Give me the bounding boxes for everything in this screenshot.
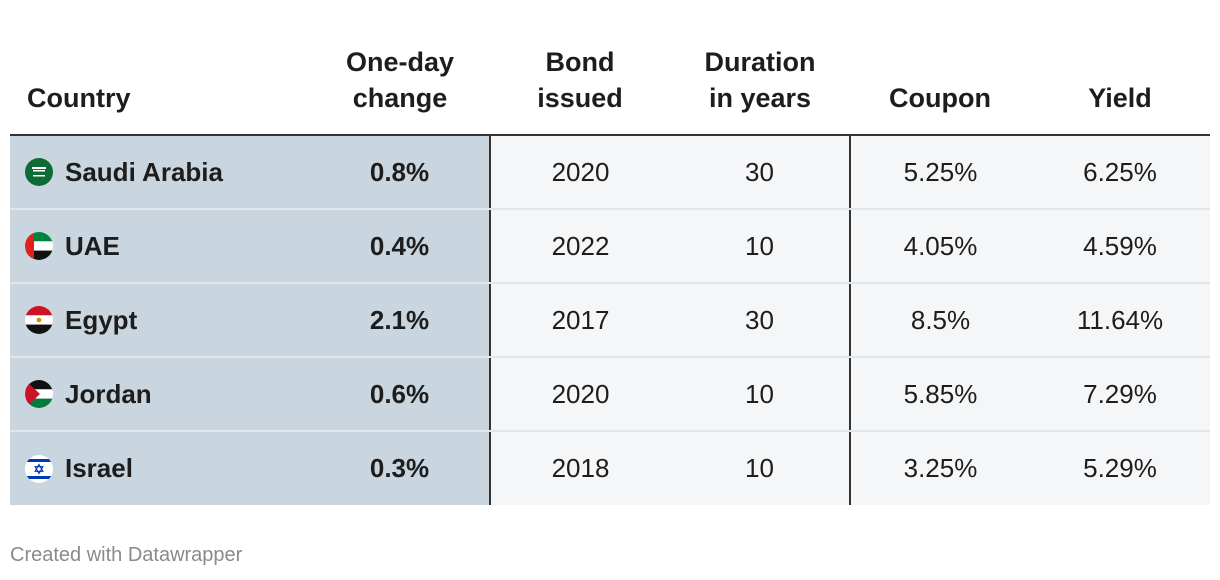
header-change-line1: One-day	[345, 47, 455, 77]
jordan-flag-icon	[25, 380, 53, 408]
cell-yield: 4.59%	[1030, 209, 1210, 284]
cell-change: 2.1%	[310, 283, 491, 358]
header-change[interactable]: One-day change	[310, 0, 490, 136]
header-yield-line2: Yield	[1088, 83, 1152, 113]
uae-flag-icon	[25, 232, 53, 260]
cell-bond: 2020	[490, 357, 670, 432]
cell-bond: 2022	[490, 209, 670, 284]
cell-coupon: 4.05%	[850, 209, 1030, 284]
cell-country: UAE	[10, 209, 310, 284]
table-row: UAE 0.4% 2022 10 4.05% 4.59%	[10, 209, 1210, 284]
table-row: Saudi Arabia 0.8% 2020 30 5.25% 6.25%	[10, 135, 1210, 210]
header-country[interactable]: Country	[10, 0, 310, 136]
header-duration-line2: in years	[708, 83, 812, 113]
header-yield[interactable]: Yield	[1030, 0, 1210, 136]
egypt-flag-icon	[25, 306, 53, 334]
bond-table: Country One-day change Bond issued Durat…	[10, 0, 1210, 505]
cell-coupon: 5.85%	[850, 357, 1030, 432]
cell-yield: 7.29%	[1030, 357, 1210, 432]
header-duration-line1: Duration	[704, 47, 816, 77]
country-name: UAE	[65, 230, 120, 261]
header-coupon[interactable]: Coupon	[850, 0, 1030, 136]
cell-yield: 11.64%	[1030, 283, 1210, 358]
cell-bond: 2020	[490, 135, 670, 210]
header-bond-line2: issued	[537, 83, 623, 113]
cell-duration: 10	[670, 357, 851, 432]
cell-country: Israel	[10, 431, 310, 505]
header-change-line2: change	[352, 83, 448, 113]
country-name: Israel	[65, 453, 133, 483]
table-container: Country One-day change Bond issued Durat…	[10, 0, 1210, 505]
header-country-line2: Country	[27, 83, 131, 113]
cell-duration: 30	[670, 283, 851, 358]
cell-coupon: 8.5%	[850, 283, 1030, 358]
cell-duration: 10	[670, 431, 851, 505]
header-bond-line1: Bond	[545, 47, 615, 77]
table-row: Israel 0.3% 2018 10 3.25% 5.29%	[10, 431, 1210, 505]
saudi-arabia-flag-icon	[25, 158, 53, 186]
country-name: Saudi Arabia	[65, 156, 223, 187]
cell-bond: 2017	[490, 283, 670, 358]
cell-coupon: 3.25%	[850, 431, 1030, 505]
datawrapper-credit[interactable]: Created with Datawrapper	[10, 544, 243, 566]
header-duration[interactable]: Duration in years	[670, 0, 850, 136]
cell-country: Saudi Arabia	[10, 135, 310, 210]
header-coupon-line2: Coupon	[889, 83, 991, 113]
cell-change: 0.6%	[310, 357, 491, 432]
israel-flag-icon	[25, 454, 53, 483]
cell-bond: 2018	[490, 431, 670, 505]
cell-duration: 10	[670, 209, 851, 284]
cell-change: 0.3%	[310, 431, 491, 505]
cell-yield: 5.29%	[1030, 431, 1210, 505]
country-name: Jordan	[65, 378, 152, 409]
cell-coupon: 5.25%	[850, 135, 1030, 210]
cell-country: Jordan	[10, 357, 310, 432]
cell-country: Egypt	[10, 283, 310, 358]
cell-duration: 30	[670, 135, 851, 210]
header-row: Country One-day change Bond issued Durat…	[10, 0, 1210, 136]
table-row: Jordan 0.6% 2020 10 5.85% 7.29%	[10, 357, 1210, 432]
cell-change: 0.4%	[310, 209, 491, 284]
header-bond[interactable]: Bond issued	[490, 0, 670, 136]
country-name: Egypt	[65, 304, 138, 335]
cell-change: 0.8%	[310, 135, 491, 210]
cell-yield: 6.25%	[1030, 135, 1210, 210]
table-row: Egypt 2.1% 2017 30 8.5% 11.64%	[10, 283, 1210, 358]
